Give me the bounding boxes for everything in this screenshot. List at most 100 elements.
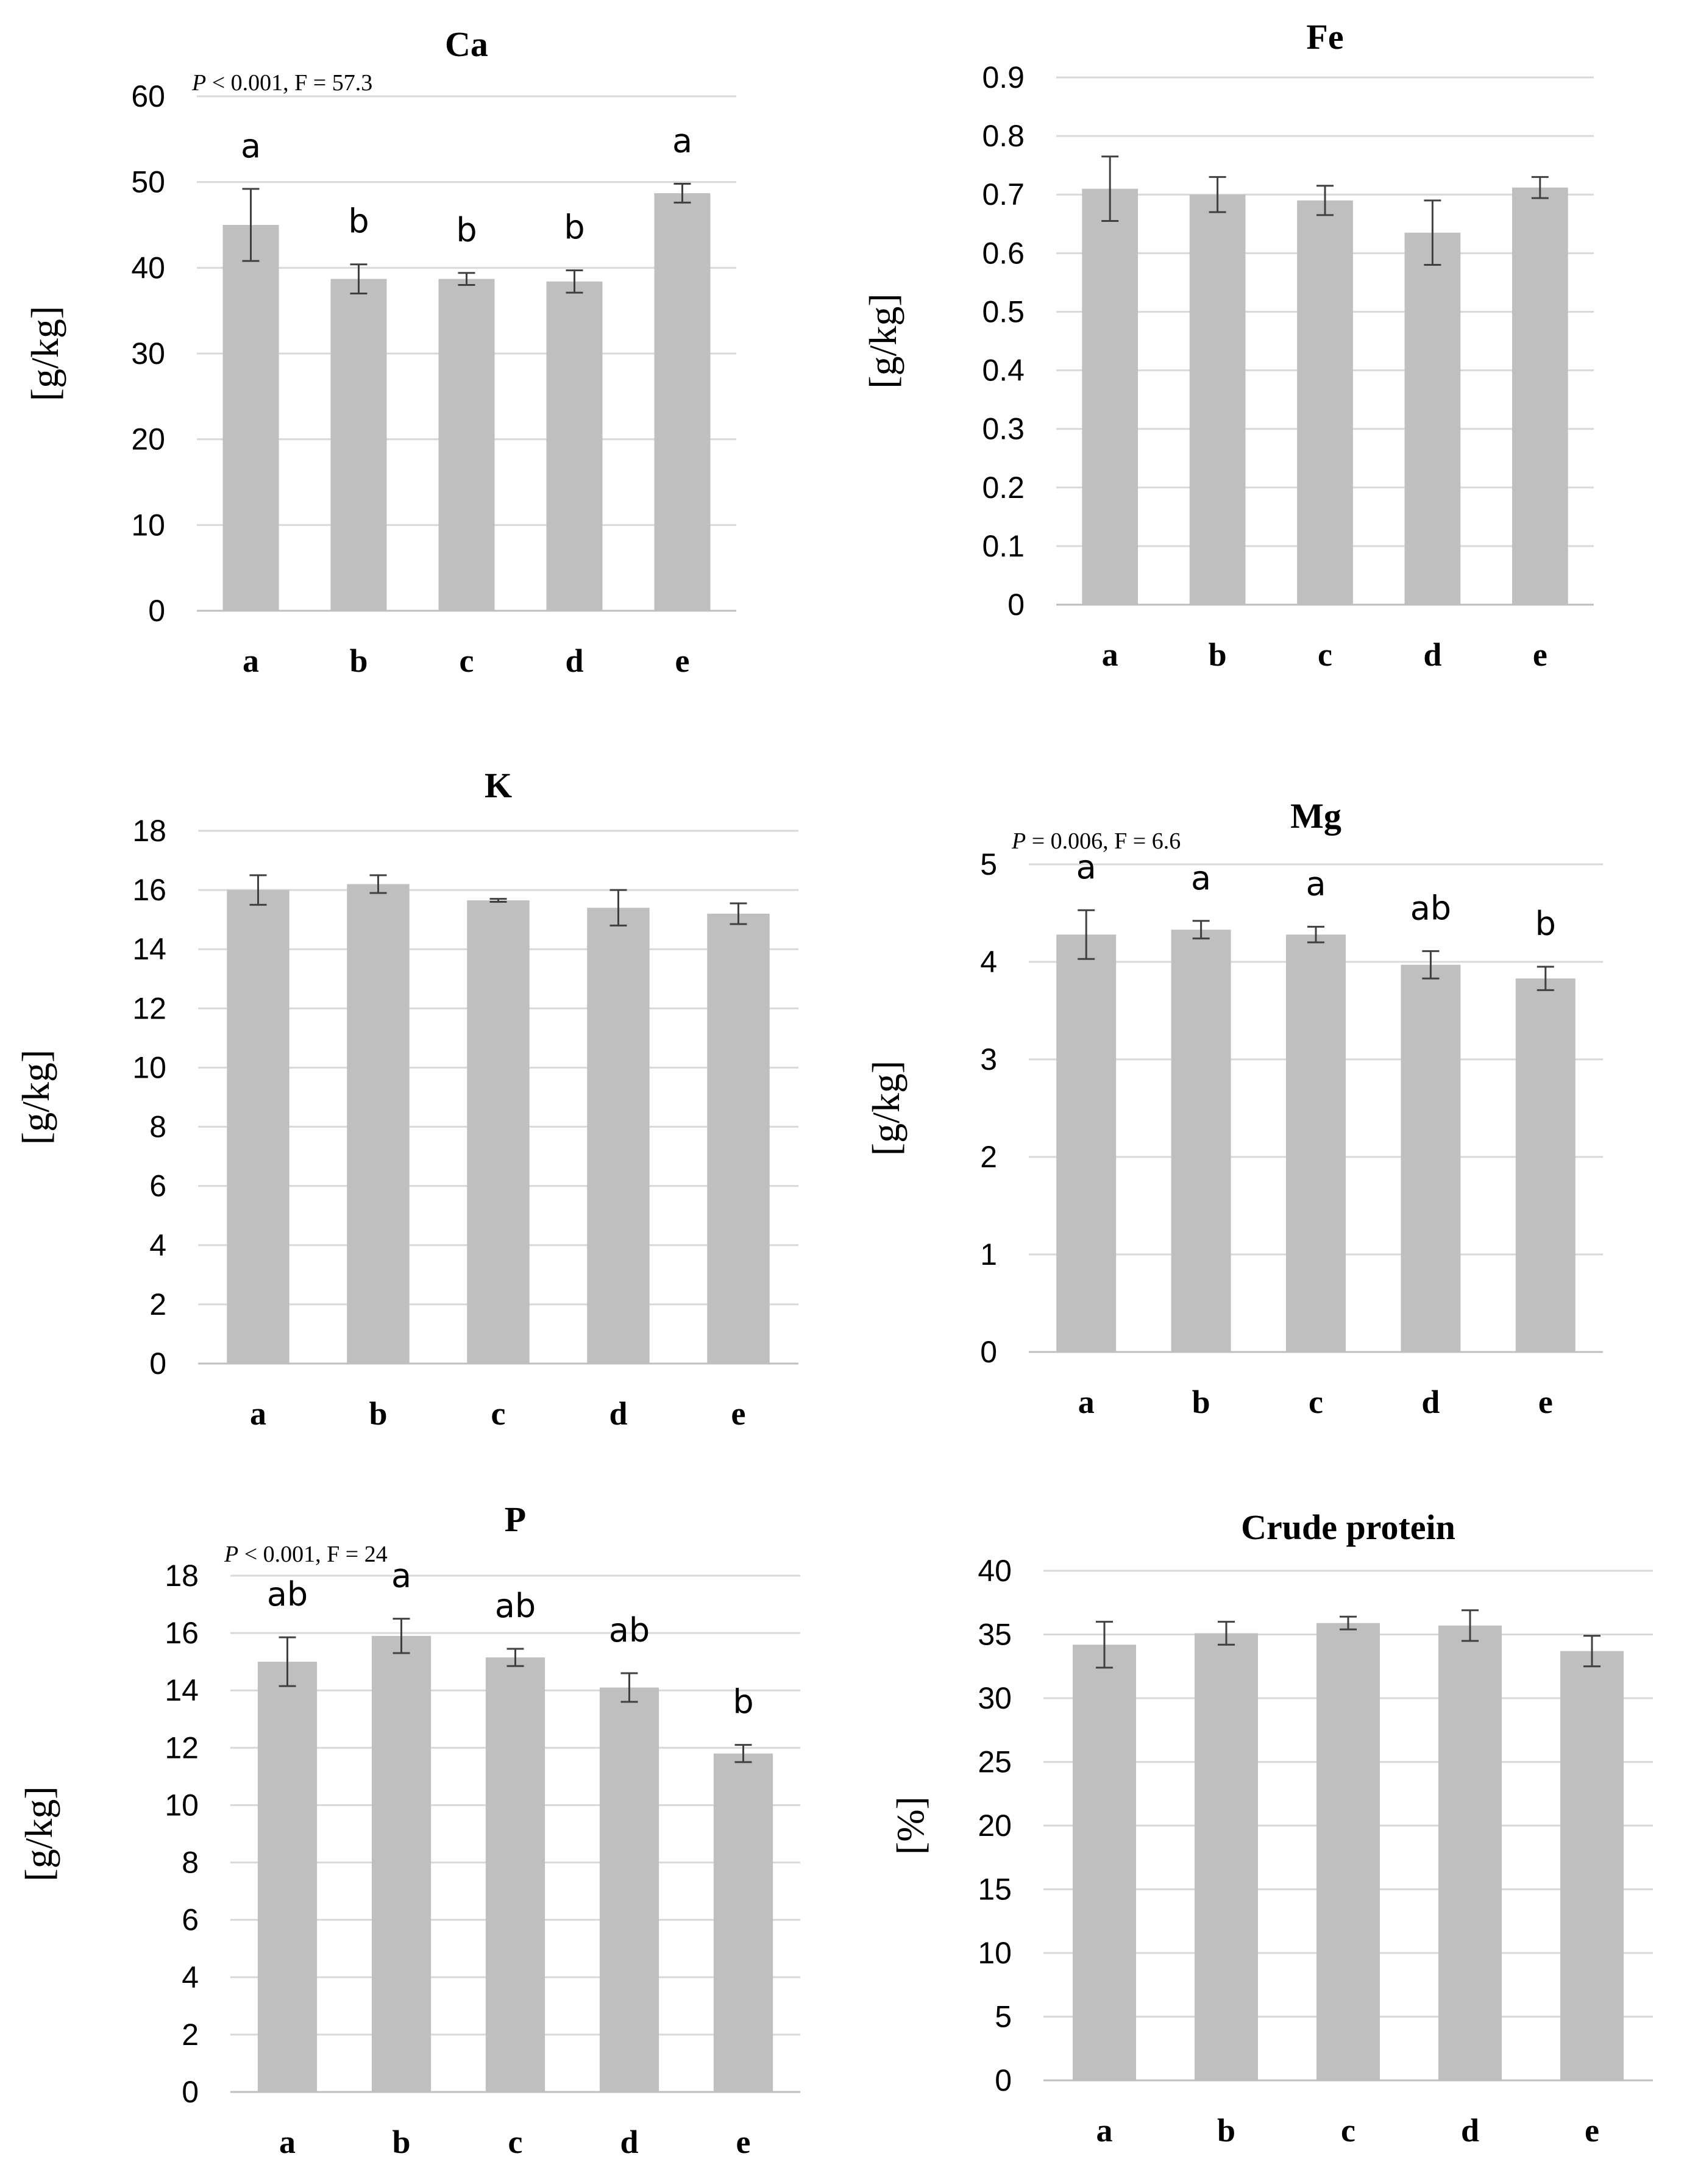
x-tick-label: e — [1533, 636, 1547, 673]
y-tick-label: 0.2 — [982, 471, 1025, 505]
bar-b — [371, 1635, 432, 2092]
significance-letter: b — [348, 202, 369, 241]
x-tick-label: b — [1217, 2112, 1235, 2149]
chart-title: K — [485, 766, 512, 805]
y-tick-label: 30 — [978, 1681, 1012, 1715]
bar-a — [227, 890, 290, 1364]
y-tick-label: 0.6 — [982, 236, 1025, 270]
bar-a — [1082, 188, 1139, 605]
y-tick-label: 0 — [148, 594, 165, 628]
bar-c — [485, 1657, 545, 2092]
bar-b — [347, 884, 410, 1364]
x-tick-label: e — [1585, 2112, 1599, 2149]
chart-title: Mg — [1290, 796, 1341, 836]
x-tick-label: d — [620, 2124, 638, 2160]
y-tick-label: 0.1 — [982, 529, 1025, 563]
y-tick-label: 35 — [978, 1618, 1012, 1652]
bar-b — [1171, 930, 1231, 1352]
bar-d — [1401, 964, 1461, 1352]
significance-letter: ab — [495, 1587, 536, 1625]
bar-c — [1316, 1623, 1380, 2080]
significance-letter: a — [1191, 859, 1211, 897]
y-tick-label: 30 — [131, 336, 165, 371]
y-tick-label: 0.8 — [982, 119, 1025, 153]
x-tick-label: e — [1538, 1384, 1553, 1420]
y-tick-label: 6 — [149, 1169, 166, 1203]
significance-letter: ab — [267, 1575, 308, 1613]
significance-letter: b — [456, 211, 477, 249]
y-tick-label: 10 — [132, 1050, 166, 1084]
chart-title: Fe — [1306, 17, 1343, 57]
chart-title: Crude protein — [1241, 1507, 1455, 1547]
x-tick-label: e — [736, 2124, 751, 2160]
bar-b — [1189, 194, 1246, 605]
y-axis-label: [g/kg] — [864, 1061, 908, 1156]
y-tick-label: 4 — [980, 945, 997, 979]
bar-d — [599, 1687, 659, 2092]
y-tick-label: 4 — [182, 1960, 199, 1994]
y-axis-label: [g/kg] — [17, 1786, 60, 1881]
bar-e — [654, 193, 711, 611]
y-tick-label: 40 — [131, 251, 165, 285]
y-tick-label: 25 — [978, 1745, 1012, 1779]
y-tick-label: 10 — [978, 1936, 1012, 1970]
x-tick-label: a — [1096, 2112, 1113, 2149]
y-tick-label: 18 — [165, 1559, 199, 1593]
y-tick-label: 2 — [182, 2018, 199, 2052]
y-tick-label: 14 — [165, 1673, 199, 1707]
bar-e — [1512, 187, 1568, 605]
chart-title: P — [505, 1499, 526, 1539]
x-tick-label: d — [565, 642, 583, 679]
bar-e — [707, 913, 770, 1364]
y-tick-label: 0.9 — [982, 60, 1025, 94]
x-tick-label: a — [279, 2124, 296, 2160]
y-axis-label: [%] — [889, 1796, 932, 1855]
x-tick-label: c — [1318, 636, 1332, 673]
y-tick-label: 50 — [131, 165, 165, 199]
y-tick-label: 0.7 — [982, 177, 1025, 212]
x-tick-label: e — [731, 1395, 746, 1432]
y-tick-label: 1 — [980, 1237, 997, 1272]
y-tick-label: 5 — [995, 2000, 1012, 2034]
y-tick-label: 0 — [995, 2063, 1012, 2097]
y-tick-label: 0 — [182, 2075, 199, 2109]
x-tick-label: b — [1209, 636, 1227, 673]
chart-panel-6: 0 5 10 15 20 25 30 35 40 Crude protein [%] a b c d e — [889, 1507, 1653, 2149]
y-tick-label: 0 — [980, 1335, 997, 1369]
y-tick-label: 12 — [165, 1730, 199, 1765]
x-tick-label: a — [243, 642, 259, 679]
x-tick-label: c — [1309, 1384, 1323, 1420]
bar-d — [546, 281, 603, 611]
y-tick-label: 3 — [980, 1042, 997, 1076]
y-tick-label: 60 — [131, 79, 165, 113]
significance-letter: a — [672, 121, 692, 160]
y-tick-label: 0 — [1007, 588, 1025, 622]
y-tick-label: 2 — [980, 1140, 997, 1174]
bar-b — [1195, 1633, 1258, 2080]
x-tick-label: c — [460, 642, 474, 679]
bar-c — [1297, 200, 1353, 605]
x-tick-label: a — [250, 1395, 266, 1432]
y-tick-label: 2 — [149, 1287, 166, 1321]
significance-letter: b — [733, 1683, 753, 1721]
bar-c — [467, 900, 530, 1364]
bar-c — [1286, 934, 1346, 1352]
y-tick-label: 0 — [149, 1346, 166, 1381]
y-tick-label: 0.3 — [982, 412, 1025, 446]
x-tick-label: b — [392, 2124, 410, 2160]
bar-d — [1404, 232, 1461, 605]
x-tick-label: b — [369, 1395, 387, 1432]
y-tick-label: 5 — [980, 847, 997, 881]
bar-a — [257, 1662, 318, 2092]
significance-letter: b — [564, 208, 584, 247]
y-axis-label: [g/kg] — [14, 1050, 57, 1145]
y-tick-label: 4 — [149, 1228, 166, 1262]
y-tick-label: 14 — [132, 932, 166, 966]
bar-a — [222, 225, 279, 611]
y-tick-label: 0.4 — [982, 354, 1025, 388]
x-tick-label: d — [1423, 636, 1441, 673]
x-tick-label: a — [1102, 636, 1118, 673]
bar-d — [587, 908, 650, 1364]
